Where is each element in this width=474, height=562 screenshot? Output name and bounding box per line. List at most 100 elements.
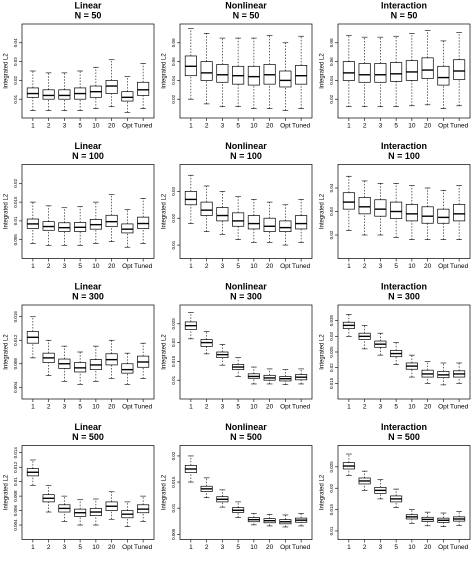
y-tick-label: 0.03 — [329, 331, 334, 340]
panel-title: Interaction — [381, 422, 427, 432]
x-tick-label: 3 — [221, 544, 225, 551]
plot-frame — [179, 304, 313, 400]
x-tick-label: 10 — [92, 544, 100, 551]
y-tick-label: 0.01 — [13, 477, 18, 486]
box — [216, 64, 229, 83]
box — [279, 220, 292, 232]
panel-subtitle: N = 50 — [233, 10, 260, 20]
x-tick-label: 10 — [92, 404, 100, 411]
y-tick-label: 0.015 — [13, 196, 18, 208]
y-tick-label: 0.03 — [13, 57, 18, 66]
y-tick-label: 0.012 — [13, 461, 18, 473]
x-tick-label: 2 — [47, 123, 51, 130]
y-tick-label: 0.035 — [329, 315, 334, 327]
x-tick-label: Opt — [122, 404, 133, 411]
box — [232, 212, 245, 227]
x-tick-label: Opt — [122, 544, 133, 551]
box — [295, 215, 308, 230]
y-tick-label: 0.02 — [13, 76, 18, 85]
plot-frame — [337, 445, 471, 540]
y-axis-label: Integrated L2 — [162, 53, 168, 89]
y-tick-label: 0.004 — [13, 519, 18, 531]
x-tick-label: Tuned — [292, 263, 311, 270]
y-tick-label: 0.02 — [171, 338, 176, 347]
x-tick-label: 1 — [31, 404, 35, 411]
x-tick-label: 1 — [189, 544, 193, 551]
x-tick-label: 1 — [347, 263, 351, 270]
panel-title: Linear — [74, 141, 102, 151]
x-tick-label: Tuned — [134, 123, 153, 130]
y-axis-label: Integrated L2 — [4, 53, 10, 89]
x-tick-label: 3 — [63, 263, 67, 270]
panel-title: Interaction — [381, 141, 427, 151]
x-tick-label: Tuned — [450, 263, 469, 270]
x-tick-label: 2 — [47, 544, 51, 551]
y-tick-label: 0.04 — [329, 76, 334, 85]
y-tick-label: 0.02 — [329, 363, 334, 372]
x-tick-label: Tuned — [450, 544, 469, 551]
y-tick-label: 0.04 — [13, 38, 18, 47]
y-tick-label: 0.06 — [329, 57, 334, 66]
y-tick-label: 0.02 — [171, 94, 176, 103]
y-tick-label: 0.025 — [329, 346, 334, 358]
box — [247, 215, 260, 230]
x-tick-label: 10 — [92, 263, 100, 270]
y-tick-label: 0.005 — [171, 528, 176, 540]
y-tick-label: 0.02 — [171, 213, 176, 222]
panel-subtitle: N = 300 — [230, 291, 262, 301]
y-tick-label: 0.016 — [13, 311, 18, 323]
x-tick-label: 3 — [63, 404, 67, 411]
x-tick-label: Opt — [122, 263, 133, 270]
box — [105, 214, 118, 227]
y-tick-label: 0.008 — [13, 358, 18, 370]
box — [437, 208, 450, 224]
y-tick-label: 0.025 — [171, 318, 176, 330]
x-tick-label: 5 — [394, 123, 398, 130]
x-tick-label: Opt — [438, 123, 449, 130]
x-tick-label: 20 — [266, 263, 274, 270]
plot-frame — [21, 23, 155, 119]
panel-title: Nonlinear — [225, 0, 267, 10]
x-tick-label: 20 — [266, 544, 274, 551]
x-tick-label: 2 — [205, 123, 209, 130]
y-tick-label: 0.02 — [171, 451, 176, 460]
x-tick-label: 20 — [108, 404, 116, 411]
x-tick-label: 10 — [250, 263, 258, 270]
y-tick-label: 0.015 — [171, 355, 176, 367]
x-tick-label: Tuned — [450, 123, 469, 130]
x-tick-label: Opt — [438, 404, 449, 411]
panel-subtitle: N = 300 — [388, 291, 420, 301]
y-tick-label: 0.02 — [329, 94, 334, 103]
y-tick-label: 0.02 — [13, 178, 18, 187]
x-tick-label: 1 — [189, 404, 193, 411]
x-tick-label: 2 — [47, 263, 51, 270]
box — [42, 89, 55, 100]
x-tick-label: 2 — [363, 544, 367, 551]
x-tick-label: 5 — [394, 404, 398, 411]
panel-subtitle: N = 500 — [388, 432, 420, 442]
box — [405, 204, 418, 222]
x-tick-label: Tuned — [292, 123, 311, 130]
y-axis-label: Integrated L2 — [162, 474, 168, 510]
box — [105, 80, 118, 94]
x-tick-label: 2 — [205, 263, 209, 270]
y-axis-label: Integrated L2 — [4, 193, 10, 229]
y-tick-label: 0.012 — [13, 334, 18, 346]
panel-subtitle: N = 500 — [72, 432, 104, 442]
x-tick-label: Opt — [280, 404, 291, 411]
y-tick-label: 0.01 — [13, 94, 18, 103]
x-tick-label: 1 — [31, 544, 35, 551]
x-tick-label: Opt — [122, 123, 133, 130]
x-tick-label: 2 — [363, 404, 367, 411]
x-tick-label: Opt — [438, 263, 449, 270]
box — [279, 70, 292, 88]
box — [421, 57, 434, 79]
x-tick-label: 3 — [221, 123, 225, 130]
y-tick-label: 0.02 — [329, 230, 334, 239]
box — [390, 62, 403, 82]
